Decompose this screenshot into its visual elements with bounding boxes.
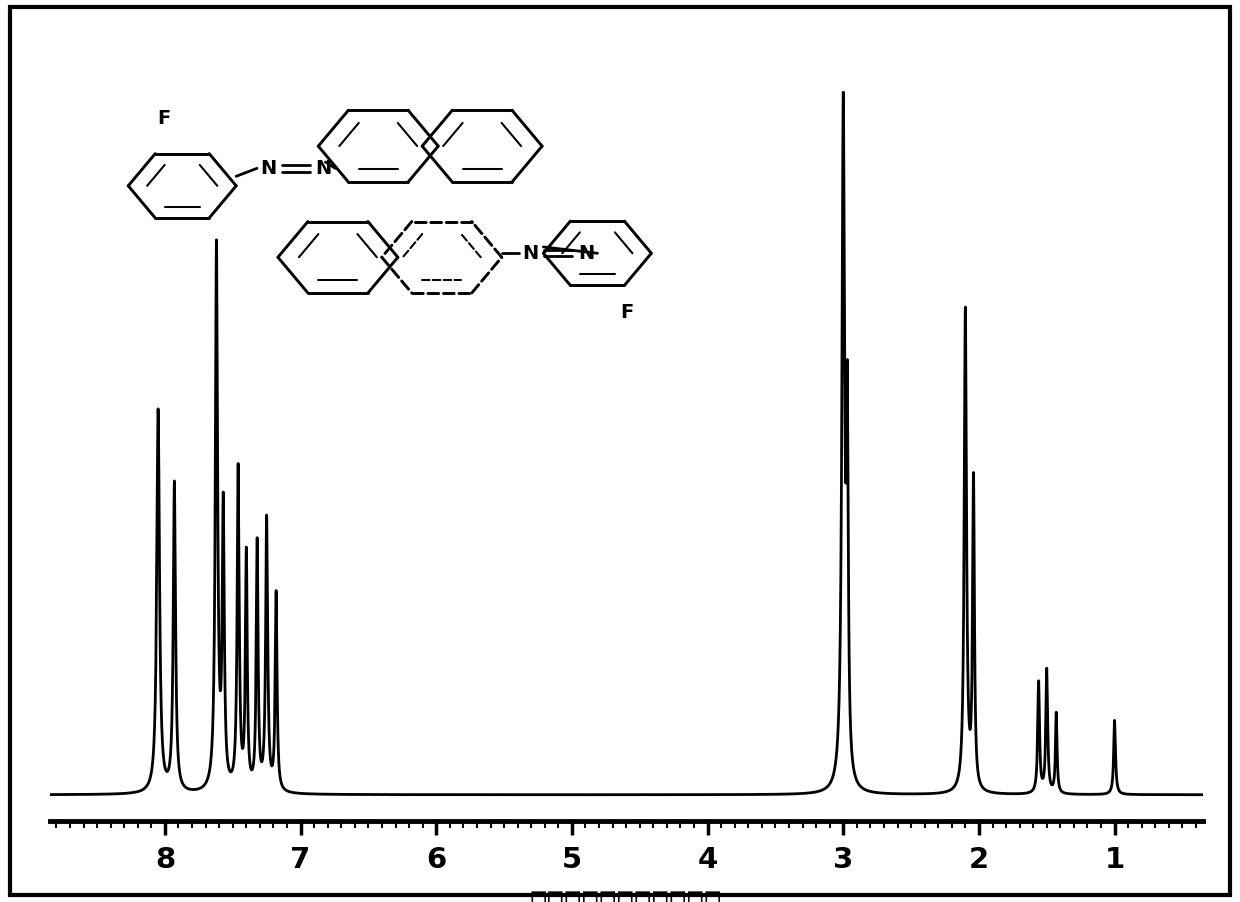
Text: N: N <box>316 159 332 178</box>
Text: N: N <box>260 159 277 178</box>
Text: F: F <box>157 109 171 128</box>
Text: N: N <box>522 244 538 262</box>
Text: N: N <box>578 244 594 262</box>
X-axis label: 化学位移（百万分之一）: 化学位移（百万分之一） <box>529 890 723 902</box>
Text: F: F <box>621 303 634 322</box>
